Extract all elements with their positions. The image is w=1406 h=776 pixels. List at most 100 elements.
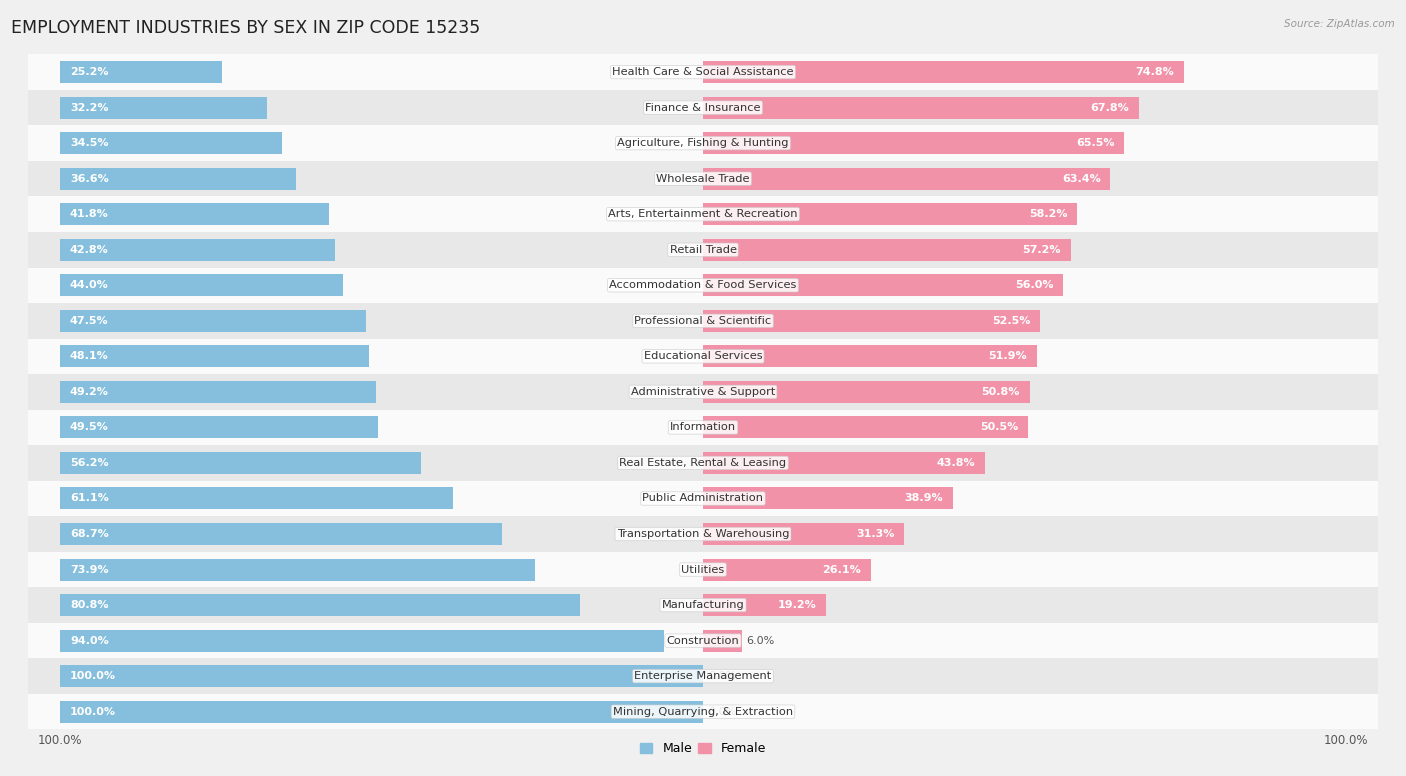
Text: 38.9%: 38.9% (904, 494, 943, 504)
Text: 100.0%: 100.0% (70, 707, 115, 717)
Bar (28, 587, 1378, 623)
Text: Source: ZipAtlas.com: Source: ZipAtlas.com (1284, 19, 1395, 29)
Text: EMPLOYMENT INDUSTRIES BY SEX IN ZIP CODE 15235: EMPLOYMENT INDUSTRIES BY SEX IN ZIP CODE… (11, 19, 481, 37)
Bar (703, 523, 904, 545)
Text: 52.5%: 52.5% (993, 316, 1031, 326)
Text: Health Care & Social Assistance: Health Care & Social Assistance (612, 67, 794, 77)
Text: Educational Services: Educational Services (644, 352, 762, 362)
Bar (60, 381, 377, 403)
Text: Construction: Construction (666, 636, 740, 646)
Bar (28, 480, 1378, 516)
Bar (60, 96, 267, 119)
Text: 100.0%: 100.0% (70, 671, 115, 681)
Text: Wholesale Trade: Wholesale Trade (657, 174, 749, 184)
Bar (28, 232, 1378, 268)
Text: 57.2%: 57.2% (1022, 244, 1062, 255)
Text: 25.2%: 25.2% (70, 67, 108, 77)
Text: 74.8%: 74.8% (1136, 67, 1174, 77)
Bar (703, 594, 827, 616)
Bar (60, 701, 703, 722)
Text: 32.2%: 32.2% (70, 102, 108, 113)
Bar (28, 374, 1378, 410)
Bar (28, 54, 1378, 90)
Bar (703, 310, 1040, 332)
Text: 50.8%: 50.8% (981, 387, 1019, 397)
Text: 56.0%: 56.0% (1015, 280, 1053, 290)
Bar (28, 196, 1378, 232)
Text: 42.8%: 42.8% (70, 244, 108, 255)
Text: 63.4%: 63.4% (1062, 174, 1101, 184)
Text: 0.0%: 0.0% (709, 707, 737, 717)
Text: 26.1%: 26.1% (823, 565, 860, 574)
Bar (703, 559, 870, 580)
Bar (60, 665, 703, 688)
Bar (703, 203, 1077, 225)
Bar (28, 445, 1378, 480)
Text: Professional & Scientific: Professional & Scientific (634, 316, 772, 326)
Text: Real Estate, Rental & Leasing: Real Estate, Rental & Leasing (620, 458, 786, 468)
Text: 94.0%: 94.0% (70, 636, 108, 646)
Text: Mining, Quarrying, & Extraction: Mining, Quarrying, & Extraction (613, 707, 793, 717)
Bar (703, 239, 1070, 261)
Bar (28, 303, 1378, 338)
Text: 6.0%: 6.0% (747, 636, 775, 646)
Text: Arts, Entertainment & Recreation: Arts, Entertainment & Recreation (609, 210, 797, 219)
Text: Retail Trade: Retail Trade (669, 244, 737, 255)
Text: 36.6%: 36.6% (70, 174, 108, 184)
Bar (28, 694, 1378, 729)
Text: 68.7%: 68.7% (70, 529, 108, 539)
Text: 56.2%: 56.2% (70, 458, 108, 468)
Bar (703, 132, 1123, 154)
Bar (28, 552, 1378, 587)
Bar (60, 168, 295, 189)
Text: 61.1%: 61.1% (70, 494, 108, 504)
Text: 41.8%: 41.8% (70, 210, 108, 219)
Bar (60, 61, 222, 83)
Text: Transportation & Warehousing: Transportation & Warehousing (617, 529, 789, 539)
Bar (703, 168, 1111, 189)
Text: 43.8%: 43.8% (936, 458, 974, 468)
Text: 65.5%: 65.5% (1076, 138, 1115, 148)
Bar (60, 132, 283, 154)
Bar (60, 417, 378, 438)
Bar (703, 452, 984, 474)
Text: 47.5%: 47.5% (70, 316, 108, 326)
Text: 0.0%: 0.0% (709, 671, 737, 681)
Text: 51.9%: 51.9% (988, 352, 1026, 362)
Bar (60, 345, 370, 367)
Bar (60, 452, 422, 474)
Text: 73.9%: 73.9% (70, 565, 108, 574)
Text: Utilities: Utilities (682, 565, 724, 574)
Text: Information: Information (669, 422, 737, 432)
Bar (60, 594, 579, 616)
Text: 50.5%: 50.5% (980, 422, 1018, 432)
Bar (60, 239, 336, 261)
Bar (60, 203, 329, 225)
Bar (60, 487, 453, 510)
Bar (703, 96, 1139, 119)
Bar (28, 516, 1378, 552)
Bar (28, 658, 1378, 694)
Bar (60, 559, 536, 580)
Bar (28, 90, 1378, 126)
Bar (703, 417, 1028, 438)
Bar (60, 274, 343, 296)
Bar (60, 310, 366, 332)
Bar (703, 381, 1029, 403)
Legend: Male, Female: Male, Female (636, 737, 770, 760)
Text: 80.8%: 80.8% (70, 600, 108, 610)
Text: 49.2%: 49.2% (70, 387, 108, 397)
Bar (60, 629, 665, 652)
Text: Enterprise Management: Enterprise Management (634, 671, 772, 681)
Bar (703, 345, 1036, 367)
Text: 44.0%: 44.0% (70, 280, 108, 290)
Text: Manufacturing: Manufacturing (662, 600, 744, 610)
Bar (703, 629, 741, 652)
Text: Accommodation & Food Services: Accommodation & Food Services (609, 280, 797, 290)
Text: 48.1%: 48.1% (70, 352, 108, 362)
Text: 19.2%: 19.2% (778, 600, 817, 610)
Text: 67.8%: 67.8% (1091, 102, 1129, 113)
Bar (28, 268, 1378, 303)
Text: Public Administration: Public Administration (643, 494, 763, 504)
Text: Finance & Insurance: Finance & Insurance (645, 102, 761, 113)
